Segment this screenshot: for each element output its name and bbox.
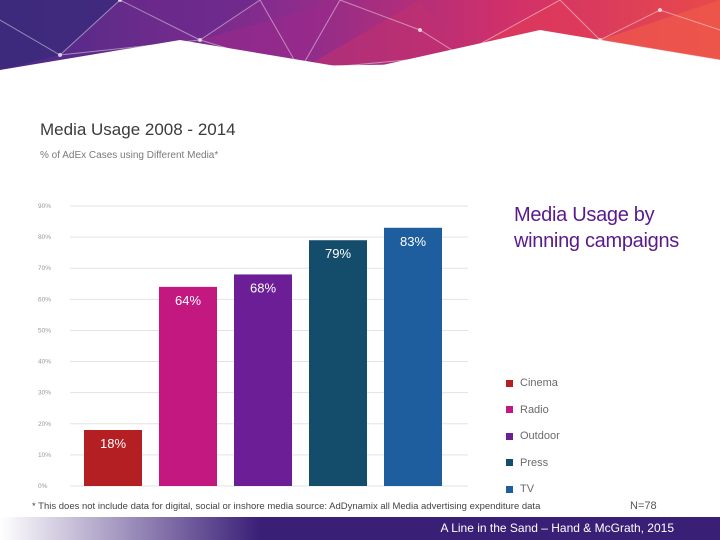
y-tick-label: 80% [38,234,51,241]
legend-label: Outdoor [520,430,560,443]
y-tick-label: 40% [38,359,51,366]
y-tick-label: 60% [38,296,51,303]
y-tick-label: 20% [38,421,51,428]
data-label-tv: 83% [400,234,426,249]
side-heading: Media Usage by winning campaigns [514,204,679,252]
legend-item-radio: Radio [506,397,616,424]
y-tick-label: 90% [38,203,51,210]
data-label-radio: 64% [175,293,201,308]
data-label-outdoor: 68% [250,280,276,295]
legend-item-cinema: Cinema [506,370,616,397]
footer-credit: A Line in the Sand – Hand & McGrath, 201… [440,521,674,535]
legend-swatch [506,459,513,467]
chart-legend: Cinema Radio Outdoor Press TV [506,370,616,503]
y-tick-label: 70% [38,265,51,272]
chart-title: Media Usage 2008 - 2014 [40,120,236,139]
bar-press [309,240,367,486]
chart-subtitle: % of AdEx Cases using Different Media* [40,150,219,161]
footer-fade [0,517,260,540]
legend-label: Press [520,456,549,469]
bar-radio [159,286,217,486]
sample-size: N=78 [630,500,657,512]
bar-tv [384,227,442,486]
legend-item-press: Press [506,450,616,477]
footnote: * This does not include data for digital… [32,501,541,512]
data-label-press: 79% [325,246,351,261]
legend-swatch [506,432,513,440]
y-tick-label: 50% [38,327,51,334]
bar-outdoor [234,274,292,486]
footer-bar: A Line in the Sand – Hand & McGrath, 201… [0,517,720,540]
bar-cinema [84,430,142,486]
legend-item-tv: TV [506,476,616,503]
legend-swatch [506,485,513,493]
decorative-geometric-banner [0,0,720,120]
legend-swatch [506,406,513,414]
legend-label: Cinema [520,377,558,390]
y-tick-label: 0% [38,483,48,490]
data-label-cinema: 18% [100,436,126,451]
legend-label: TV [520,483,535,496]
y-tick-label: 30% [38,390,51,397]
y-tick-label: 10% [38,452,51,459]
legend-swatch [506,379,513,387]
legend-label: Radio [520,403,549,416]
legend-item-outdoor: Outdoor [506,423,616,450]
